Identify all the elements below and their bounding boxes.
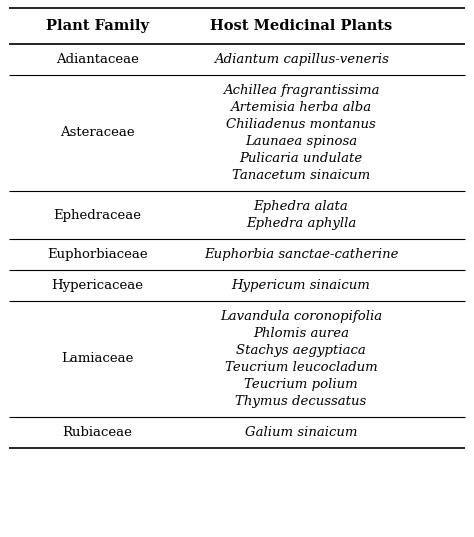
Text: Adiantum capillus-veneris: Adiantum capillus-veneris: [214, 53, 388, 66]
Text: Ephedraceae: Ephedraceae: [53, 208, 141, 221]
Text: Stachys aegyptiaca: Stachys aegyptiaca: [236, 344, 366, 357]
Text: Ephedra aphylla: Ephedra aphylla: [246, 217, 356, 230]
Text: Launaea spinosa: Launaea spinosa: [245, 135, 357, 148]
Text: Euphorbia sanctae-catherine: Euphorbia sanctae-catherine: [204, 248, 398, 261]
Text: Artemisia herba alba: Artemisia herba alba: [230, 101, 372, 114]
Text: Teucrium polium: Teucrium polium: [244, 378, 358, 391]
Text: Euphorbiaceae: Euphorbiaceae: [47, 248, 147, 261]
Text: Teucrium leucocladum: Teucrium leucocladum: [225, 361, 377, 374]
Text: Phlomis aurea: Phlomis aurea: [253, 327, 349, 340]
Text: Rubiaceae: Rubiaceae: [62, 426, 132, 439]
Text: Thymus decussatus: Thymus decussatus: [236, 395, 366, 408]
Text: Adiantaceae: Adiantaceae: [56, 53, 138, 66]
Text: Hypericum sinaicum: Hypericum sinaicum: [232, 279, 370, 292]
Text: Host Medicinal Plants: Host Medicinal Plants: [210, 19, 392, 33]
Text: Lamiaceae: Lamiaceae: [61, 352, 133, 366]
Text: Asteraceae: Asteraceae: [60, 127, 135, 140]
Text: Galium sinaicum: Galium sinaicum: [245, 426, 357, 439]
Text: Pulicaria undulate: Pulicaria undulate: [239, 152, 363, 165]
Text: Hypericaceae: Hypericaceae: [51, 279, 143, 292]
Text: Tanacetum sinaicum: Tanacetum sinaicum: [232, 169, 370, 182]
Text: Plant Family: Plant Family: [46, 19, 149, 33]
Text: Lavandula coronopifolia: Lavandula coronopifolia: [220, 310, 382, 323]
Text: Chiliadenus montanus: Chiliadenus montanus: [226, 118, 376, 131]
Text: Achillea fragrantissima: Achillea fragrantissima: [223, 84, 379, 97]
Text: Ephedra alata: Ephedra alata: [254, 200, 348, 213]
